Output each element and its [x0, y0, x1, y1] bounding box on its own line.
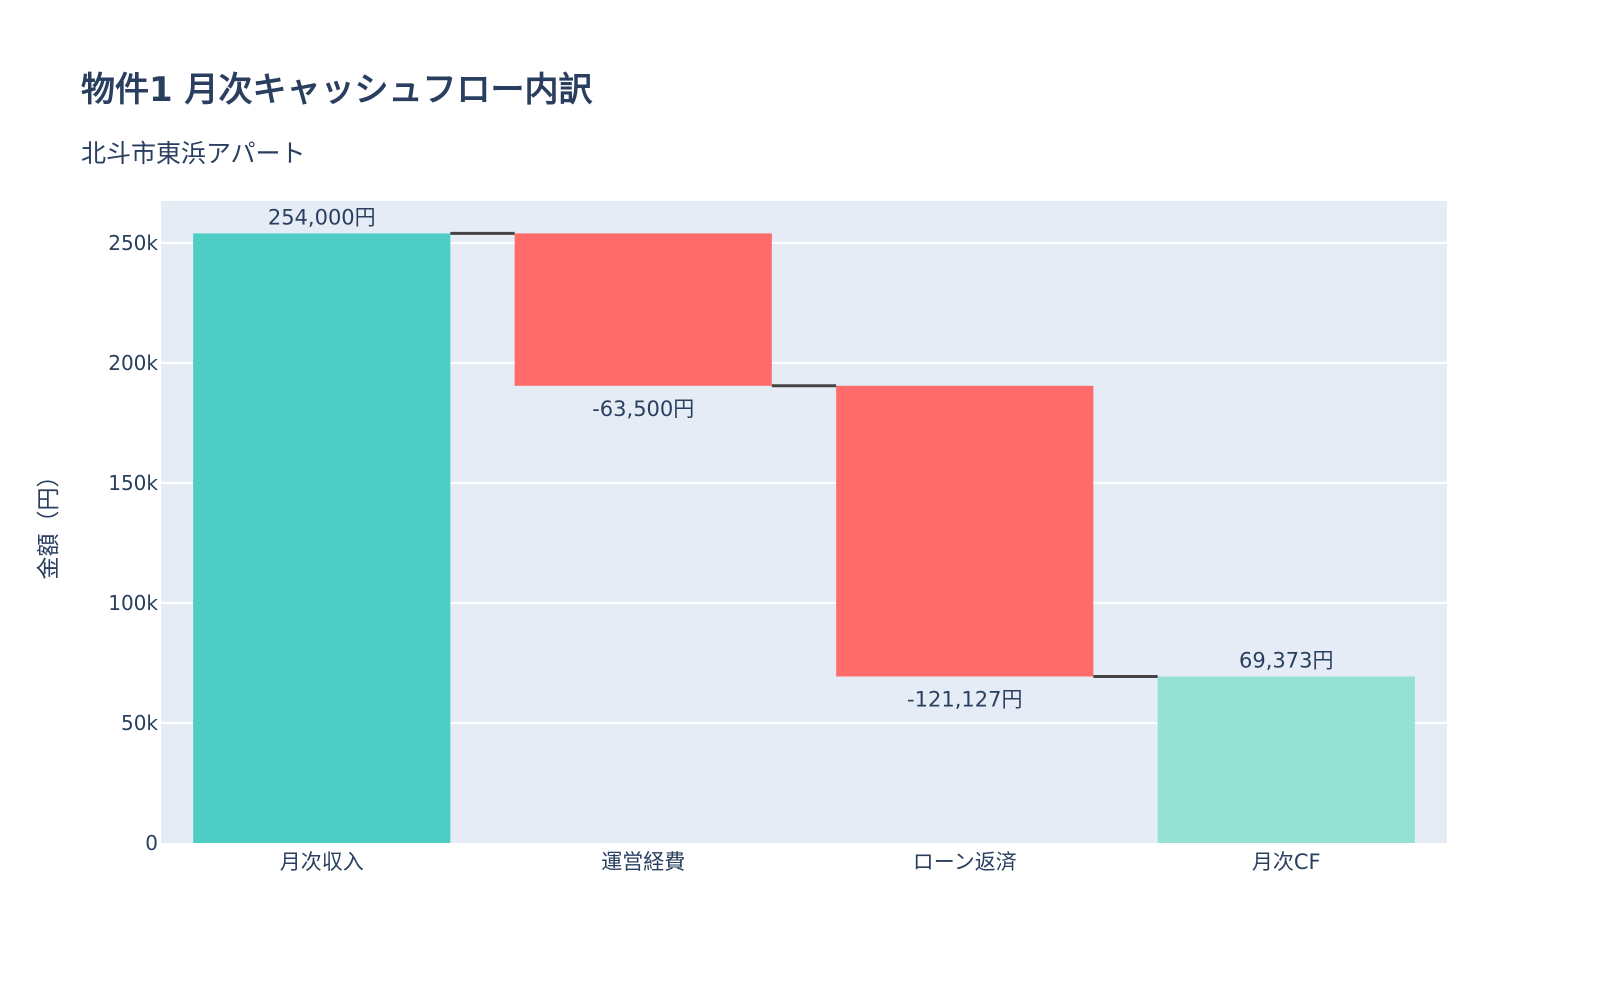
y-tick-label: 250k: [108, 231, 158, 255]
x-tick-label: 運営経費: [601, 850, 685, 874]
bar-1: [193, 233, 451, 843]
data-label: -121,127円: [907, 688, 1022, 712]
data-label: -63,500円: [592, 397, 694, 421]
y-tick-label: 50k: [121, 711, 158, 735]
y-tick-label: 100k: [108, 591, 158, 615]
bar-4: [1157, 676, 1415, 843]
chart-title: 物件1 月次キャッシュフロー内訳: [81, 70, 593, 110]
data-label: 254,000円: [268, 205, 376, 229]
data-label: 69,373円: [1239, 649, 1333, 673]
x-tick-label: ローン返済: [913, 850, 1017, 874]
x-tick-label: 月次CF: [1252, 850, 1321, 874]
x-tick-label: 月次収入: [280, 850, 364, 874]
y-tick-label: 150k: [108, 471, 158, 495]
bar-3: [836, 385, 1094, 677]
chart-subtitle: 北斗市東浜アパート: [81, 139, 306, 168]
bar-2: [514, 233, 772, 386]
y-tick-label: 0: [145, 831, 158, 855]
y-axis-title: 金額（円）: [36, 465, 62, 580]
y-tick-label: 200k: [108, 351, 158, 375]
